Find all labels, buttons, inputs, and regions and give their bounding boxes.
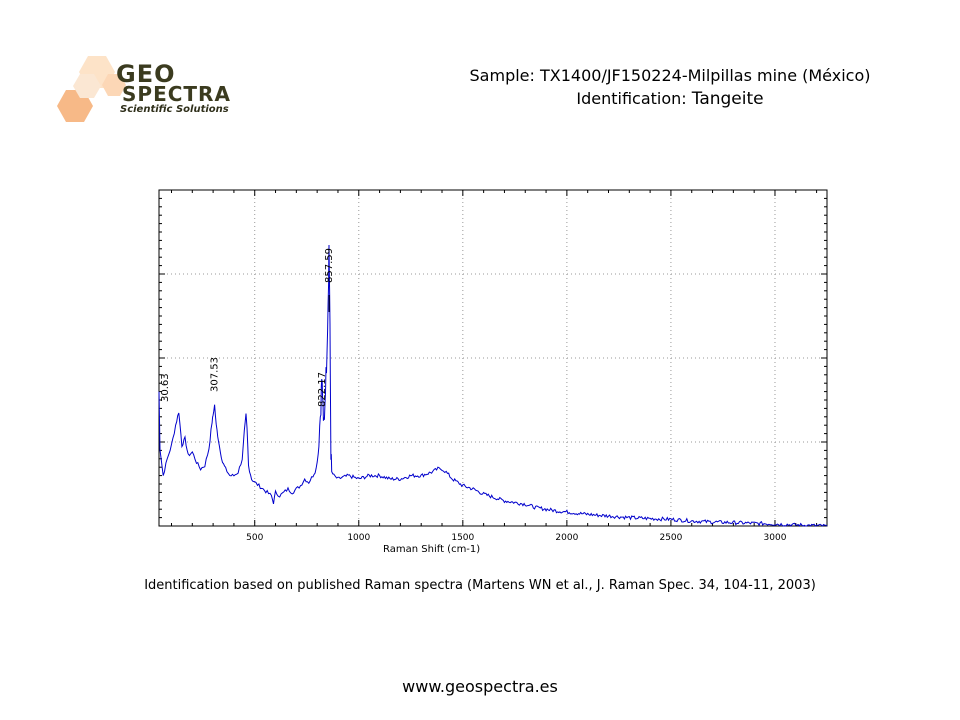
peak-labels: 30.63 307.53 822.17 857.59 [160,248,335,407]
geospectra-logo: GEO SPECTRA Scientific Solutions [50,52,250,132]
identification-prefix: Identification: [576,89,692,108]
identification-line: Identification: Tangeite [430,87,910,111]
x-tick-label-500: 500 [246,533,263,543]
chart-grid [159,190,827,526]
hexagon-logo-icon [57,56,126,122]
spectrum-line [158,244,828,527]
logo-line-geo: GEO [116,60,176,88]
website-footer[interactable]: www.geospectra.es [402,677,558,696]
peak-label-857.59: 857.59 [324,248,335,283]
x-tick-label-1500: 1500 [451,533,474,543]
x-axis-ticks: 500 1000 1500 2000 2500 3000 [246,533,787,543]
sample-label: Sample: TX1400/JF150224-Milpillas mine (… [469,66,871,85]
peak-label-822.17: 822.17 [317,372,328,407]
peak-label-307.53: 307.53 [210,357,221,392]
x-tick-label-2500: 2500 [659,533,682,543]
x-tick-label-3000: 3000 [764,533,787,543]
peak-label-30.63: 30.63 [160,373,171,402]
x-tick-label-2000: 2000 [555,533,578,543]
x-axis-label: Raman Shift (cm-1) [383,544,480,555]
identification-mineral: Tangeite [691,89,764,109]
logo-line-spectra: SPECTRA [122,82,231,106]
sample-header: Sample: TX1400/JF150224-Milpillas mine (… [430,64,910,111]
x-tick-label-1000: 1000 [347,533,370,543]
reference-note: Identification based on published Raman … [144,578,816,593]
logo-tagline: Scientific Solutions [120,104,229,115]
